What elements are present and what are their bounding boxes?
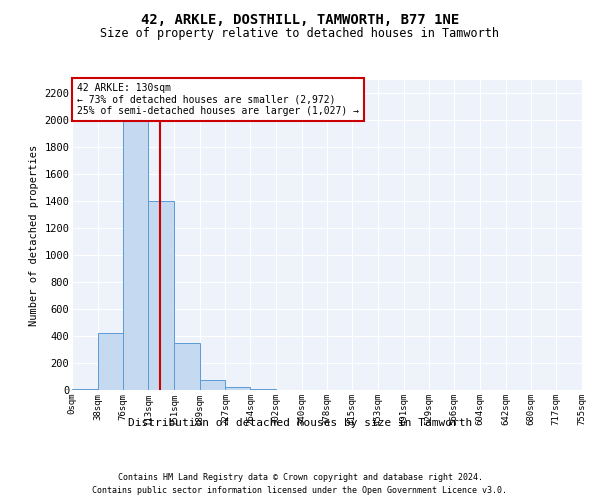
Bar (226, 386, 250, 390)
Text: Size of property relative to detached houses in Tamworth: Size of property relative to detached ho… (101, 28, 499, 40)
Bar (250, 388, 276, 390)
Bar (148, 202, 174, 390)
Bar (174, 343, 200, 390)
Text: 42 ARKLE: 130sqm
← 73% of detached houses are smaller (2,972)
25% of semi-detach: 42 ARKLE: 130sqm ← 73% of detached house… (77, 83, 359, 116)
Text: Contains HM Land Registry data © Crown copyright and database right 2024.: Contains HM Land Registry data © Crown c… (118, 472, 482, 482)
Bar (72, 388, 98, 390)
Bar (124, 120, 148, 390)
Y-axis label: Number of detached properties: Number of detached properties (29, 144, 38, 326)
Bar (98, 334, 124, 390)
Text: Distribution of detached houses by size in Tamworth: Distribution of detached houses by size … (128, 418, 472, 428)
Text: Contains public sector information licensed under the Open Government Licence v3: Contains public sector information licen… (92, 486, 508, 495)
Bar (200, 380, 226, 390)
Text: 42, ARKLE, DOSTHILL, TAMWORTH, B77 1NE: 42, ARKLE, DOSTHILL, TAMWORTH, B77 1NE (141, 12, 459, 26)
